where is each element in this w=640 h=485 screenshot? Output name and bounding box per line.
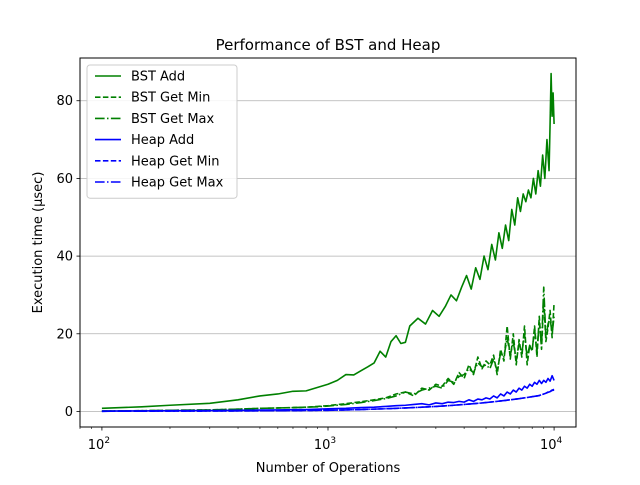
legend-label: Heap Get Min xyxy=(131,154,220,169)
legend-label: Heap Get Max xyxy=(131,176,224,191)
x-tick-label: 102 xyxy=(88,436,110,453)
legend-label: Heap Add xyxy=(131,133,194,148)
series-line-bst-get-min xyxy=(101,298,555,412)
y-tick-label: 20 xyxy=(56,327,73,342)
series-line-heap-get-max xyxy=(101,389,555,413)
y-tick-label: 60 xyxy=(56,172,73,187)
legend-label: BST Get Max xyxy=(131,112,214,127)
y-tick-label: 40 xyxy=(56,250,73,265)
x-axis-label: Number of Operations xyxy=(256,461,401,476)
y-tick-label: 80 xyxy=(56,94,73,109)
legend-label: BST Add xyxy=(131,70,185,85)
legend-label: BST Get Min xyxy=(131,91,210,106)
series-lines xyxy=(101,72,555,413)
x-tick-label: 103 xyxy=(314,436,336,453)
series-line-bst-get-max xyxy=(101,286,555,412)
series-line-heap-add xyxy=(101,374,555,412)
chart-title: Performance of BST and Heap xyxy=(216,36,441,54)
y-axis-label: Execution time (μsec) xyxy=(31,172,46,314)
legend-box xyxy=(86,64,238,199)
series-line-bst-add xyxy=(101,72,555,410)
y-tick-label: 0 xyxy=(65,405,73,420)
axis-ticks: 0 20 40 60 80 102 103 104 xyxy=(56,94,562,453)
x-tick-label: 104 xyxy=(540,436,563,453)
legend: BST Add BST Get Min BST Get Max Heap Add Hea… xyxy=(86,64,238,199)
